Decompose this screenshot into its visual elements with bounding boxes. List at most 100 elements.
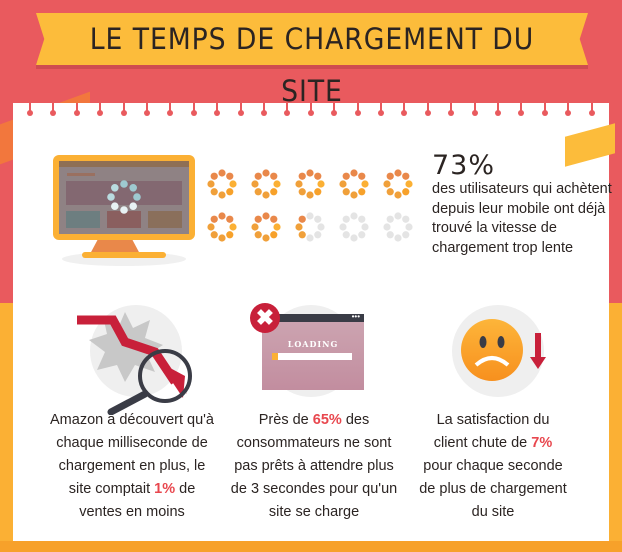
- spinner-dot: [383, 223, 391, 231]
- sad-face-down-arrow-icon: [461, 319, 546, 381]
- spinner-dot: [361, 180, 369, 188]
- spinner-dot: [226, 188, 234, 196]
- spinner-dot: [273, 223, 281, 231]
- spinner-dot: [218, 212, 226, 220]
- spinner-dot: [262, 212, 270, 220]
- spinner-dot: [111, 202, 119, 210]
- spinner-dot: [394, 234, 402, 242]
- spinner-dot: [226, 215, 234, 223]
- spinner-dot: [107, 193, 115, 201]
- spinner-dot: [386, 172, 394, 180]
- hole: [237, 103, 244, 116]
- spinner-dot: [350, 212, 358, 220]
- stat-value: 73%: [432, 150, 496, 181]
- title-banner: [36, 13, 588, 65]
- spinner-dot: [386, 188, 394, 196]
- spinner-dot: [210, 215, 218, 223]
- spinner-dot: [339, 223, 347, 231]
- spinner-dot: [210, 231, 218, 239]
- spinner-dot: [226, 172, 234, 180]
- spinner-dot: [210, 188, 218, 196]
- hole: [401, 103, 408, 116]
- hole: [565, 103, 572, 116]
- spinner-dot: [229, 223, 237, 231]
- spinner-dot: [339, 180, 347, 188]
- hole: [518, 103, 525, 116]
- loading-window-error-icon: ••• LOADING: [262, 313, 364, 390]
- spinner-dot: [402, 172, 410, 180]
- spinner-dot: [314, 188, 322, 196]
- spinner-dot: [358, 172, 366, 180]
- hole: [261, 103, 267, 116]
- hole: [307, 103, 314, 116]
- spinner-dot: [295, 223, 303, 231]
- spinner-dot: [306, 234, 314, 242]
- spinner-dot: [402, 231, 410, 239]
- loading-label: LOADING: [287, 339, 339, 349]
- spinner-dot: [251, 180, 259, 188]
- spinner-dot: [254, 172, 262, 180]
- spinner-dot: [394, 191, 402, 199]
- spinner-dot: [254, 188, 262, 196]
- spinner-dot: [306, 191, 314, 199]
- page-title: LE TEMPS DE CHARGEMENT DU SITE: [89, 22, 535, 108]
- spinner-dot: [317, 223, 325, 231]
- monitor-base: [82, 252, 166, 258]
- spinner-dot: [226, 231, 234, 239]
- spinner-dot: [120, 206, 128, 214]
- hole: [73, 103, 80, 116]
- spinner-dot: [270, 188, 278, 196]
- spinner-dot: [358, 231, 366, 239]
- hole: [541, 103, 548, 116]
- spinner-dot: [358, 215, 366, 223]
- hole: [214, 103, 221, 116]
- spinner-dot: [306, 212, 314, 220]
- spinner-dot: [342, 172, 350, 180]
- spinner-dot: [298, 215, 306, 223]
- spinner-dot: [350, 169, 358, 177]
- notebook-holes: [13, 103, 609, 123]
- spinner-dot: [207, 223, 215, 231]
- spinner-dot: [218, 169, 226, 177]
- spinner-dot: [314, 215, 322, 223]
- spinner-dot: [129, 202, 137, 210]
- spinner-dot: [270, 231, 278, 239]
- hole: [284, 103, 291, 116]
- chart-down-magnifier-icon: [77, 312, 192, 415]
- spinner-dot: [218, 191, 226, 199]
- close-icon: ✖: [250, 303, 280, 333]
- spinner-dot: [298, 172, 306, 180]
- spinner-dot: [405, 223, 413, 231]
- spinner-dot: [133, 193, 141, 201]
- hole: [495, 103, 501, 116]
- hole: [448, 103, 455, 116]
- spinner-dot: [270, 172, 278, 180]
- spinner-dot: [386, 231, 394, 239]
- loading-spinner-icon: [107, 180, 141, 214]
- spinner-dot: [405, 180, 413, 188]
- hole: [50, 103, 57, 116]
- spinner-dot: [317, 180, 325, 188]
- spinner-dot: [306, 169, 314, 177]
- spinner-dot: [383, 180, 391, 188]
- spinner-dot: [342, 231, 350, 239]
- monitor-icon: [53, 155, 195, 240]
- spinner-dot: [342, 215, 350, 223]
- spinner-dot: [386, 215, 394, 223]
- hole: [378, 103, 384, 116]
- bottom-strip: [0, 541, 622, 552]
- spinner-dot: [120, 180, 128, 188]
- spinner-dot: [350, 191, 358, 199]
- spinner-dot: [254, 231, 262, 239]
- spinner-dot: [207, 180, 215, 188]
- spinner-dot: [210, 172, 218, 180]
- banner-shadow: [36, 65, 588, 69]
- fact-caption: Amazon a découvert qu'à chaque milliseco…: [50, 412, 214, 520]
- hole: [120, 103, 127, 116]
- spinner-dot: [129, 184, 137, 192]
- spinner-grid: [207, 169, 413, 242]
- spinner-dot: [314, 172, 322, 180]
- spinner-dot: [298, 188, 306, 196]
- hole: [167, 103, 174, 116]
- spinner-dot: [394, 169, 402, 177]
